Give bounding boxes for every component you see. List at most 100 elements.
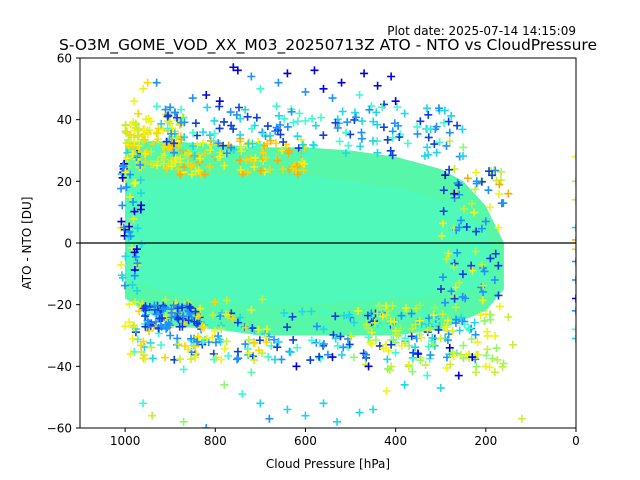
scatter-point	[388, 133, 397, 142]
scatter-point	[178, 322, 187, 331]
scatter-point	[148, 411, 157, 420]
scatter-point	[136, 205, 145, 214]
scatter-point	[196, 154, 205, 163]
y-tick-label: −20	[47, 298, 72, 312]
scatter-point	[459, 341, 468, 350]
scatter-point	[298, 140, 307, 149]
scatter-point	[191, 119, 200, 128]
scatter-point	[256, 166, 265, 175]
scatter-point	[344, 141, 353, 150]
scatter-point	[291, 166, 300, 175]
scatter-point	[482, 351, 491, 360]
scatter-point	[179, 163, 188, 172]
scatter-point	[284, 146, 293, 155]
scatter-point	[364, 333, 373, 342]
scatter-point	[508, 340, 517, 349]
scatter-point	[175, 355, 184, 364]
scatter-point	[472, 227, 481, 236]
scatter-point	[504, 189, 513, 198]
scatter-point	[423, 326, 432, 335]
scatter-point	[278, 146, 287, 155]
scatter-point	[319, 399, 328, 408]
scatter-point	[279, 138, 288, 146]
scatter-point	[441, 298, 450, 307]
scatter-point	[215, 124, 224, 133]
scatter-point	[394, 121, 403, 130]
chart-title: S-O3M_GOME_VOD_XX_M03_20250713Z ATO - NT…	[59, 36, 597, 55]
scatter-point	[360, 69, 369, 78]
scatter-point	[174, 302, 183, 311]
scatter-point	[354, 306, 363, 315]
scatter-point	[319, 84, 328, 93]
scatter-point	[236, 313, 245, 322]
scatter-point	[453, 248, 462, 257]
scatter-point	[309, 140, 318, 149]
scatter-point	[572, 195, 576, 204]
scatter-point	[451, 303, 460, 312]
scatter-point	[464, 324, 473, 333]
scatter-point	[391, 338, 400, 347]
scatter-point	[180, 133, 189, 142]
scatter-point	[194, 333, 203, 342]
scatter-point	[121, 252, 130, 261]
scatter-point	[119, 223, 128, 232]
scatter-point	[130, 137, 139, 146]
scatter-point	[494, 189, 503, 198]
scatter-point	[154, 124, 163, 133]
scatter-point	[449, 352, 458, 361]
scatter-point	[141, 157, 150, 166]
scatter-point	[345, 340, 354, 349]
scatter-point	[328, 94, 337, 103]
scatter-point	[217, 309, 226, 318]
scatter-point	[293, 117, 302, 126]
scatter-point	[273, 156, 282, 165]
scatter-point	[383, 135, 392, 144]
y-axis: −60 −40 −20 0 20 40 60	[47, 52, 80, 436]
scatter-point	[133, 259, 142, 268]
scatter-point	[169, 301, 178, 310]
scatter-point	[331, 334, 340, 343]
scatter-point	[262, 338, 271, 347]
y-axis-label: ATO - NTO [DU]	[20, 197, 34, 290]
scatter-point	[193, 140, 202, 149]
scatter-point	[157, 119, 166, 128]
scatter-point	[211, 338, 220, 347]
scatter-point	[125, 192, 134, 201]
scatter-point	[283, 405, 292, 414]
scatter-point	[462, 223, 471, 232]
scatter-point	[162, 324, 171, 333]
scatter-point	[141, 312, 150, 321]
scatter-point	[129, 197, 138, 206]
scatter-point	[293, 170, 302, 179]
scatter-point	[264, 352, 273, 361]
scatter-point	[117, 271, 126, 280]
scatter-point	[445, 343, 454, 352]
scatter-point	[167, 162, 176, 171]
scatter-point	[455, 223, 464, 232]
scatter-point	[152, 102, 161, 111]
scatter-point	[199, 128, 208, 137]
scatter-point	[470, 208, 479, 217]
scatter-point	[166, 331, 175, 340]
scatter-point	[383, 355, 392, 364]
scatter-point	[280, 114, 289, 123]
scatter-point	[373, 309, 382, 318]
scatter-point	[174, 165, 183, 174]
scatter-point	[117, 260, 126, 269]
scatter-point	[124, 135, 133, 144]
scatter-point	[494, 291, 503, 300]
scatter-point	[386, 146, 395, 155]
scatter-point	[126, 170, 134, 179]
scatter-point	[255, 140, 264, 149]
scatter-point	[199, 138, 208, 147]
scatter-point	[307, 336, 316, 345]
scatter-point	[186, 355, 195, 364]
scatter-point	[371, 336, 380, 345]
scatter-point	[423, 371, 432, 380]
scatter-point	[423, 124, 432, 133]
scatter-point	[259, 129, 268, 138]
scatter-point	[148, 160, 157, 169]
scatter-point	[222, 296, 231, 305]
scatter-point	[459, 152, 468, 161]
x-tick-label: 200	[474, 434, 497, 448]
